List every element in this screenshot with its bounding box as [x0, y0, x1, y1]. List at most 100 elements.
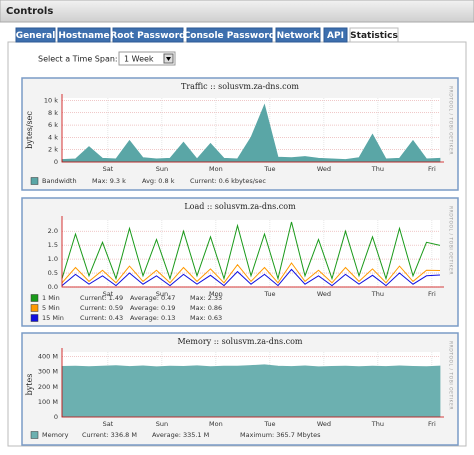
legend-stat: Avg: 0.8 k [142, 177, 175, 185]
line [61, 262, 441, 284]
x-tick-label: Sat [103, 165, 114, 173]
tab[interactable] [57, 27, 111, 43]
y-tick-label: 0.0 [48, 283, 58, 291]
legend-label: Bandwidth [42, 177, 77, 185]
legend-stat: Current: 0.59 [80, 304, 123, 312]
y-tick-label: 10 k [44, 96, 58, 104]
x-tick-label: Wed [317, 290, 331, 298]
x-tick-label: Tue [263, 165, 275, 173]
tab-label: General [16, 31, 56, 41]
axes [61, 94, 444, 163]
x-tick-label: Sun [156, 165, 168, 173]
legend-stat: Current: 0.6 kbytes/sec [190, 177, 266, 185]
x-tick-label: Tue [263, 420, 275, 428]
legend-stat: Average: 0.47 [130, 294, 175, 302]
tab-label: Console Password [184, 31, 276, 41]
legend-label: 5 Min [42, 304, 60, 312]
legend-stat: Current: 1.49 [80, 294, 123, 302]
y-tick-label: 1.0 [48, 255, 58, 263]
y-axis-label: bytes [25, 374, 34, 396]
watermark: RRDTOOL / TOBI OETIKER [448, 341, 454, 410]
graph-title: Traffic :: solusvm.za-dns.com [181, 82, 299, 91]
time-span-value: 1 Week [124, 55, 154, 64]
y-tick-label: 300 M [38, 368, 58, 376]
x-tick-label: Thu [371, 290, 384, 298]
x-tick-label: Fri [428, 420, 436, 428]
tab-label: Hostname [58, 31, 109, 41]
legend-stat: Maximum: 365.7 Mbytes [240, 431, 321, 439]
x-tick-label: Fri [428, 290, 436, 298]
legend-stat: Current: 0.43 [80, 314, 123, 322]
x-tick-label: Thu [371, 165, 384, 173]
y-tick-label: 400 M [38, 353, 58, 361]
tab-label: API [327, 31, 344, 41]
legend-label: Memory [42, 431, 69, 439]
x-tick-label: Thu [371, 420, 384, 428]
axes [61, 348, 444, 418]
tab[interactable] [275, 27, 321, 43]
legend-stat: Max: 9.3 k [92, 177, 126, 185]
x-tick-label: Sun [156, 420, 168, 428]
y-tick-label: 0 [54, 413, 58, 421]
graph-title: Memory :: solusvm.za-dns.com [177, 337, 302, 346]
x-tick-label: Wed [317, 420, 331, 428]
area [61, 364, 441, 418]
legend-stat: Average: 0.13 [130, 314, 175, 322]
x-tick-label: Wed [317, 165, 331, 173]
tab-label: Network [277, 31, 321, 41]
y-tick-label: 6 k [48, 121, 58, 129]
tab[interactable] [323, 27, 348, 43]
legend-stat: Max: 0.63 [190, 314, 222, 322]
tab[interactable] [15, 27, 56, 43]
tab-label: Root Password [110, 31, 185, 41]
x-tick-label: Mon [209, 290, 223, 298]
legend-label: 1 Min [42, 294, 60, 302]
y-tick-label: 200 M [38, 383, 58, 391]
x-tick-label: Mon [209, 165, 223, 173]
line [61, 221, 441, 281]
tab[interactable] [349, 27, 399, 43]
watermark: RRDTOOL / TOBI OETIKER [448, 206, 454, 275]
time-span-select[interactable] [118, 51, 176, 66]
x-tick-label: Sat [103, 290, 114, 298]
tab[interactable] [112, 27, 184, 43]
tab[interactable] [186, 27, 273, 43]
legend-swatch [30, 304, 39, 312]
legend-swatch [30, 431, 39, 439]
y-tick-label: 100 M [38, 398, 58, 406]
watermark: RRDTOOL / TOBI OETIKER [448, 86, 454, 155]
y-tick-label: 4 k [48, 133, 58, 141]
y-tick-label: 0.5 [48, 269, 58, 277]
legend-stat: Max: 0.86 [190, 304, 222, 312]
legend-swatch [30, 177, 39, 185]
legend-stat: Current: 336.8 M [82, 431, 137, 439]
y-tick-label: 8 k [48, 109, 58, 117]
tab-label: Statistics [350, 31, 398, 41]
legend-stat: Average: 0.19 [130, 304, 175, 312]
y-axis-label: bytes/sec [25, 111, 34, 149]
x-tick-label: Sat [103, 420, 114, 428]
legend-label: 15 Min [42, 314, 64, 322]
x-tick-label: Fri [428, 165, 436, 173]
time-span-label: Select a Time Span: [38, 55, 118, 64]
select-arrow [166, 57, 171, 61]
legend-swatch [30, 294, 39, 302]
legend-swatch [30, 314, 39, 322]
y-tick-label: 1.5 [48, 241, 58, 249]
legend-stat: Average: 335.1 M [152, 431, 209, 439]
header-title: Controls [6, 6, 53, 17]
legend-stat: Max: 2.33 [190, 294, 222, 302]
x-tick-label: Tue [263, 290, 275, 298]
header-bar [0, 0, 474, 23]
x-tick-label: Mon [209, 420, 223, 428]
y-tick-label: 2.0 [48, 227, 58, 235]
area [61, 103, 441, 163]
x-tick-label: Sun [156, 290, 168, 298]
axes [61, 216, 444, 288]
y-tick-label: 0 [54, 158, 58, 166]
line [61, 268, 441, 287]
y-tick-label: 2 k [48, 146, 58, 154]
graph-title: Load :: solusvm.za-dns.com [184, 202, 296, 211]
